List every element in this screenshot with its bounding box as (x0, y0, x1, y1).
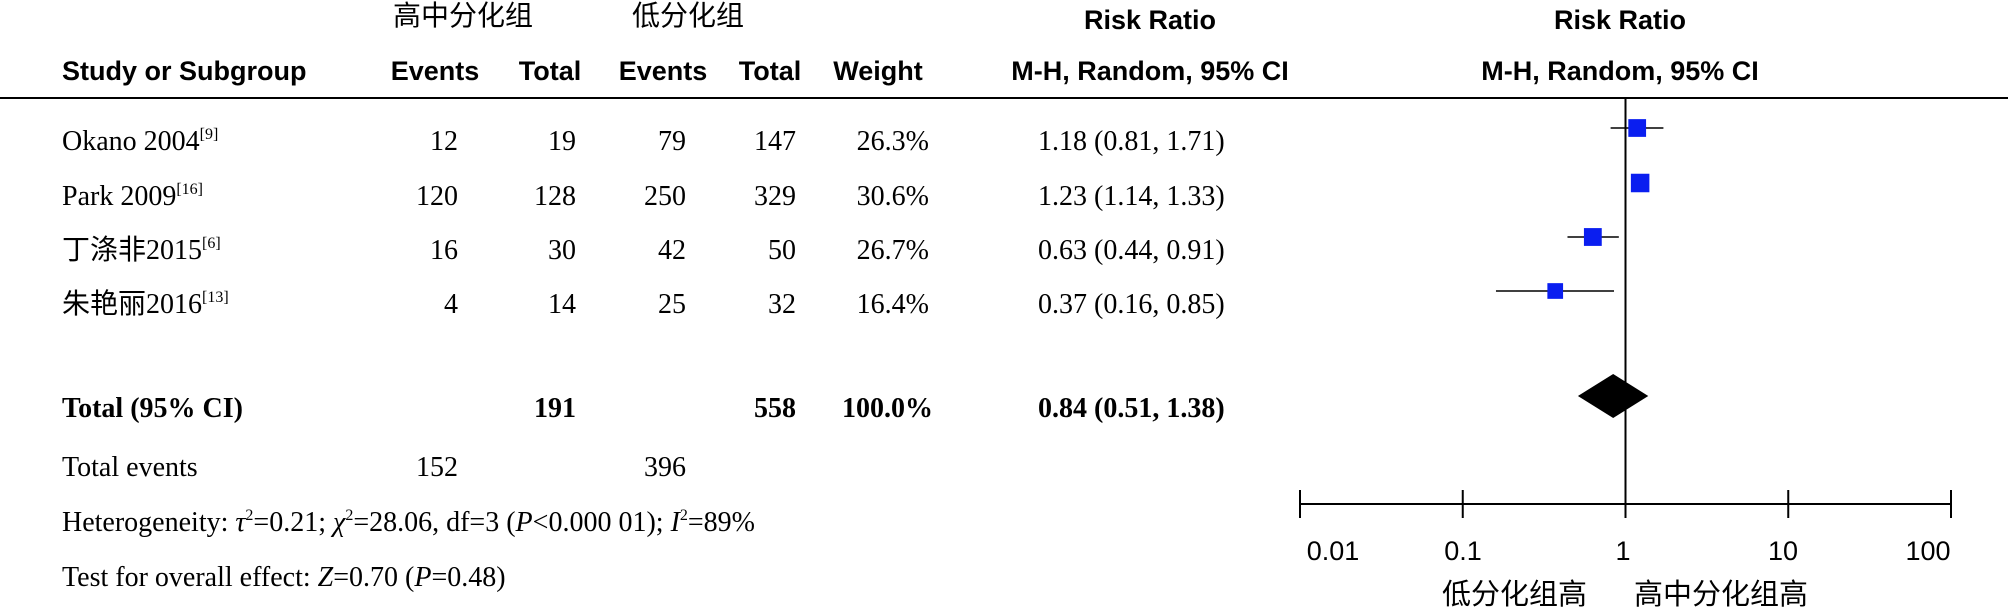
total1-cell: 19 (548, 126, 576, 157)
total2-cell: 329 (754, 181, 796, 212)
method-header-right: M-H, Random, 95% CI (1481, 56, 1759, 86)
weight-cell: 26.7% (856, 235, 929, 266)
rr-title-left: Risk Ratio (1083, 5, 1217, 35)
tick-label: 100 (1905, 536, 1951, 566)
total1-cell: 128 (534, 181, 576, 212)
tick-label: 10 (1767, 536, 1799, 566)
study-name: Okano 2004[9] (62, 126, 219, 157)
events2-cell: 25 (658, 289, 686, 320)
total-events2-cell: 396 (644, 452, 686, 483)
rr-title-right: Risk Ratio (1553, 5, 1687, 35)
ci-cell: 1.18 (0.81, 1.71) (1038, 126, 1225, 157)
total2-cell: 32 (768, 289, 796, 320)
effect-marker (1583, 228, 1602, 246)
weight-cell: 26.3% (856, 126, 929, 157)
events1-cell: 4 (444, 289, 458, 320)
events2-cell: 79 (658, 126, 686, 157)
effect-marker (1547, 283, 1564, 299)
effect-marker (1630, 173, 1650, 193)
study-name: 丁涤非2015[6] (62, 235, 221, 266)
total2-header: Total (738, 56, 802, 86)
weight-header: Weight (833, 56, 923, 86)
total1-cell: 191 (534, 393, 576, 424)
pooled-diamond (1577, 374, 1649, 418)
events2-header: Events (618, 56, 708, 86)
total2-cell: 147 (754, 126, 796, 157)
ci-cell: 1.23 (1.14, 1.33) (1038, 181, 1225, 212)
tick-label: 0.1 (1444, 536, 1482, 566)
events1-cell: 120 (416, 181, 458, 212)
events1-header: Events (390, 56, 480, 86)
total2-cell: 558 (754, 393, 796, 424)
study-name: Park 2009[16] (62, 181, 203, 212)
events2-cell: 250 (644, 181, 686, 212)
favours-left-label: 低分化组高 (1442, 577, 1588, 611)
events2-cell: 42 (658, 235, 686, 266)
method-header-left: M-H, Random, 95% CI (1011, 56, 1289, 86)
heterogeneity-text: Heterogeneity: τ2=0.21; χ2=28.06, df=3 (… (62, 507, 756, 538)
events1-cell: 16 (430, 235, 458, 266)
favours-right-label: 高中分化组高 (1634, 577, 1809, 611)
ci-cell: 0.37 (0.16, 0.85) (1038, 289, 1225, 320)
tick-label: 0.01 (1306, 536, 1360, 566)
total1-cell: 14 (548, 289, 576, 320)
group1-header: 高中分化组 (393, 0, 534, 32)
ci-cell: 0.63 (0.44, 0.91) (1038, 235, 1225, 266)
weight-cell: 16.4% (856, 289, 929, 320)
events1-cell: 12 (430, 126, 458, 157)
total1-header: Total (518, 56, 582, 86)
tick-label: 1 (1615, 536, 1631, 566)
total2-cell: 50 (768, 235, 796, 266)
total-events1-cell: 152 (416, 452, 458, 483)
study-name: 朱艳丽2016[13] (62, 289, 229, 320)
weight-cell: 30.6% (856, 181, 929, 212)
effect-marker (1628, 119, 1647, 137)
group2-header: 低分化组 (632, 0, 745, 32)
total-label: Total (95% CI) (62, 393, 243, 424)
overall-effect-text: Test for overall effect: Z=0.70 (P=0.48) (62, 562, 506, 593)
total-ci-cell: 0.84 (0.51, 1.38) (1038, 393, 1225, 424)
study-column-header: Study or Subgroup (62, 56, 307, 86)
total-weight-cell: 100.0% (842, 393, 933, 424)
total-events-label: Total events (62, 452, 198, 483)
total1-cell: 30 (548, 235, 576, 266)
